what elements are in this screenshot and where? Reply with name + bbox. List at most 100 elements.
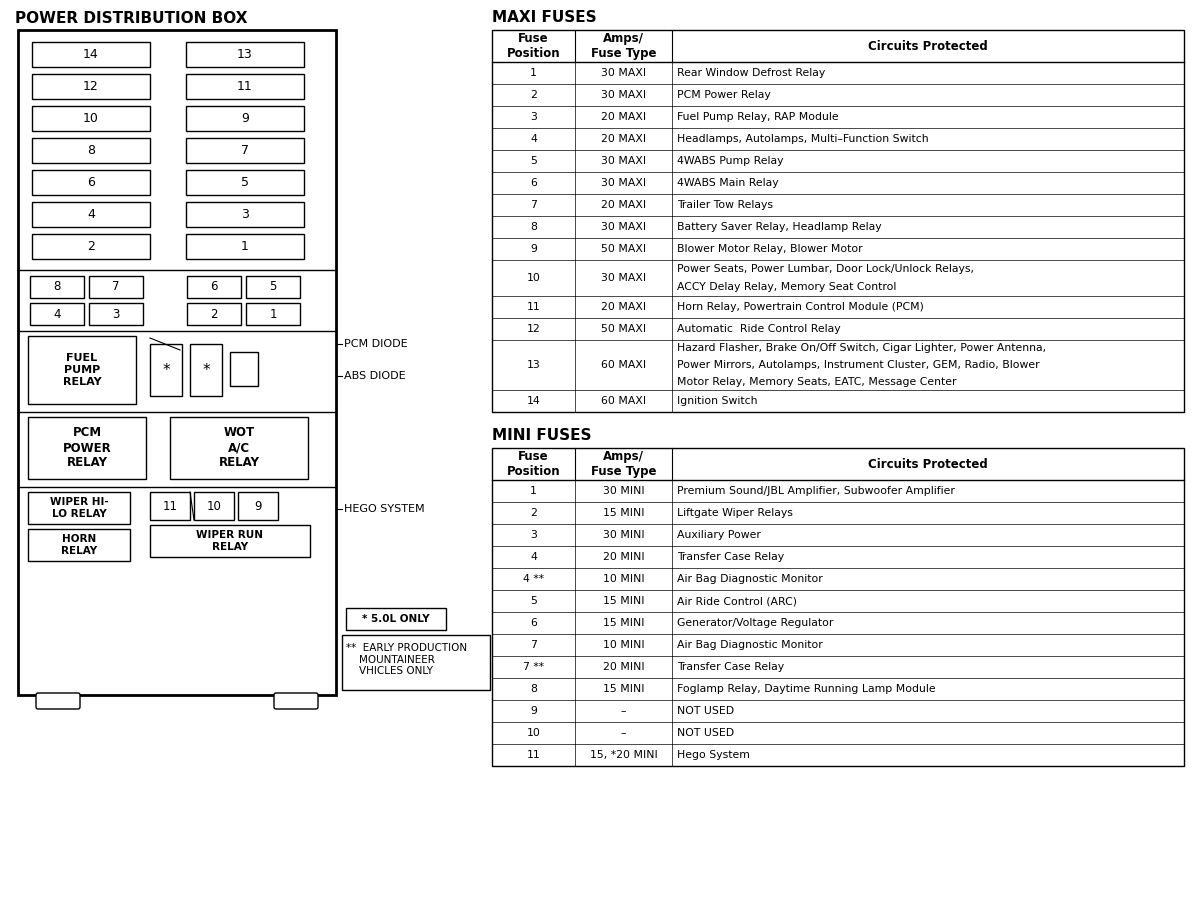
Text: 7: 7 xyxy=(530,640,536,650)
Text: Foglamp Relay, Daytime Running Lamp Module: Foglamp Relay, Daytime Running Lamp Modu… xyxy=(677,684,936,694)
Text: 30 MAXI: 30 MAXI xyxy=(601,90,646,100)
Text: 9: 9 xyxy=(254,499,262,513)
Text: *: * xyxy=(202,362,210,378)
Bar xyxy=(18,30,336,695)
Bar xyxy=(28,529,130,561)
Bar xyxy=(492,448,1184,766)
Text: 7: 7 xyxy=(241,144,250,157)
Bar xyxy=(28,336,136,404)
Text: 14: 14 xyxy=(527,396,540,406)
Text: 4: 4 xyxy=(530,552,536,562)
Text: 8: 8 xyxy=(53,281,61,294)
Bar xyxy=(246,276,300,298)
Text: 1: 1 xyxy=(241,240,248,253)
Text: 8: 8 xyxy=(530,684,536,694)
Text: 60 MAXI: 60 MAXI xyxy=(601,360,646,370)
Text: 30 MINI: 30 MINI xyxy=(602,530,644,540)
Text: 10 MINI: 10 MINI xyxy=(602,574,644,584)
Bar xyxy=(150,525,310,557)
Text: Power Seats, Power Lumbar, Door Lock/Unlock Relays,: Power Seats, Power Lumbar, Door Lock/Unl… xyxy=(677,264,974,274)
Text: 12: 12 xyxy=(83,80,98,93)
Text: –: – xyxy=(620,706,626,716)
Bar xyxy=(186,170,304,195)
Text: Trailer Tow Relays: Trailer Tow Relays xyxy=(677,200,773,210)
Text: 1: 1 xyxy=(530,68,536,78)
Text: 60 MAXI: 60 MAXI xyxy=(601,396,646,406)
Bar xyxy=(186,106,304,131)
Text: ACCY Delay Relay, Memory Seat Control: ACCY Delay Relay, Memory Seat Control xyxy=(677,282,896,292)
Bar xyxy=(492,30,1184,412)
Text: Motor Relay, Memory Seats, EATC, Message Center: Motor Relay, Memory Seats, EATC, Message… xyxy=(677,377,956,387)
Text: 4: 4 xyxy=(530,134,536,144)
Text: POWER DISTRIBUTION BOX: POWER DISTRIBUTION BOX xyxy=(14,11,247,26)
Bar xyxy=(30,276,84,298)
Bar xyxy=(28,417,146,479)
Text: FUEL
PUMP
RELAY: FUEL PUMP RELAY xyxy=(62,353,101,387)
Text: *: * xyxy=(162,362,170,378)
Text: 12: 12 xyxy=(527,324,540,334)
Text: 30 MAXI: 30 MAXI xyxy=(601,68,646,78)
Text: NOT USED: NOT USED xyxy=(677,706,734,716)
Text: 30 MAXI: 30 MAXI xyxy=(601,222,646,232)
Bar xyxy=(190,344,222,396)
Text: WIPER HI-
LO RELAY: WIPER HI- LO RELAY xyxy=(49,497,108,519)
Text: 50 MAXI: 50 MAXI xyxy=(601,324,646,334)
Bar xyxy=(32,170,150,195)
Text: WIPER RUN
RELAY: WIPER RUN RELAY xyxy=(197,530,264,552)
Text: 50 MAXI: 50 MAXI xyxy=(601,244,646,254)
Bar xyxy=(32,138,150,163)
Text: 15 MINI: 15 MINI xyxy=(602,684,644,694)
Text: 2: 2 xyxy=(88,240,95,253)
Text: 10: 10 xyxy=(83,112,98,125)
Text: PCM DIODE: PCM DIODE xyxy=(344,339,408,349)
Text: 30 MAXI: 30 MAXI xyxy=(601,273,646,283)
Bar xyxy=(32,234,150,259)
Text: 6: 6 xyxy=(530,178,536,188)
Text: 6: 6 xyxy=(530,618,536,628)
Text: 20 MINI: 20 MINI xyxy=(602,552,644,562)
Text: Circuits Protected: Circuits Protected xyxy=(868,40,988,53)
Text: 15 MINI: 15 MINI xyxy=(602,508,644,518)
Text: Transfer Case Relay: Transfer Case Relay xyxy=(677,552,784,562)
Text: MAXI FUSES: MAXI FUSES xyxy=(492,10,596,25)
Text: 15 MINI: 15 MINI xyxy=(602,618,644,628)
Text: Hego System: Hego System xyxy=(677,750,750,760)
Bar xyxy=(89,303,143,325)
FancyBboxPatch shape xyxy=(36,693,80,709)
Text: 4WABS Pump Relay: 4WABS Pump Relay xyxy=(677,156,784,166)
Text: 9: 9 xyxy=(530,706,536,716)
Bar xyxy=(150,344,182,396)
Text: 8: 8 xyxy=(530,222,536,232)
Bar xyxy=(246,303,300,325)
Bar xyxy=(32,106,150,131)
Text: 4: 4 xyxy=(88,208,95,221)
Text: 3: 3 xyxy=(113,307,120,321)
Text: 7: 7 xyxy=(530,200,536,210)
Text: Amps/
Fuse Type: Amps/ Fuse Type xyxy=(590,450,656,478)
FancyBboxPatch shape xyxy=(274,693,318,709)
Text: 20 MINI: 20 MINI xyxy=(602,662,644,672)
Text: HEGO SYSTEM: HEGO SYSTEM xyxy=(344,504,425,514)
Text: 10 MINI: 10 MINI xyxy=(602,640,644,650)
Text: 15, *20 MINI: 15, *20 MINI xyxy=(589,750,658,760)
Text: 2: 2 xyxy=(530,508,536,518)
Text: Rear Window Defrost Relay: Rear Window Defrost Relay xyxy=(677,68,826,78)
Text: 20 MAXI: 20 MAXI xyxy=(601,112,646,122)
Text: PCM
POWER
RELAY: PCM POWER RELAY xyxy=(62,427,112,469)
Text: Horn Relay, Powertrain Control Module (PCM): Horn Relay, Powertrain Control Module (P… xyxy=(677,302,924,312)
Text: Generator/Voltage Regulator: Generator/Voltage Regulator xyxy=(677,618,833,628)
Text: 5: 5 xyxy=(530,156,536,166)
Text: Circuits Protected: Circuits Protected xyxy=(868,458,988,470)
Text: 14: 14 xyxy=(83,48,98,61)
Text: 1: 1 xyxy=(530,486,536,496)
Text: 20 MAXI: 20 MAXI xyxy=(601,302,646,312)
Text: Amps/
Fuse Type: Amps/ Fuse Type xyxy=(590,32,656,60)
Text: 7 **: 7 ** xyxy=(523,662,544,672)
Text: 2: 2 xyxy=(210,307,217,321)
Text: 13: 13 xyxy=(527,360,540,370)
Bar xyxy=(186,202,304,227)
Text: 11: 11 xyxy=(162,499,178,513)
Text: 30 MAXI: 30 MAXI xyxy=(601,178,646,188)
Text: * 5.0L ONLY: * 5.0L ONLY xyxy=(362,614,430,624)
Text: 9: 9 xyxy=(241,112,248,125)
